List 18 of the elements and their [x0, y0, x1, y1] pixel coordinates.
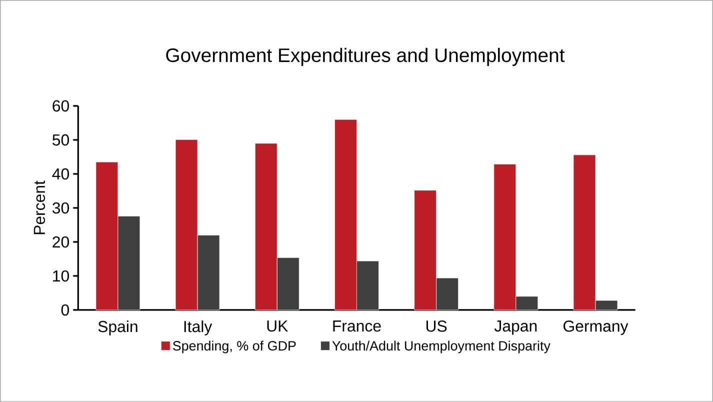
chart-title: Government Expenditures and Unemployment: [166, 48, 565, 66]
y-tick-label: 30: [52, 202, 69, 214]
y-tick-label: 20: [52, 236, 69, 248]
x-tick-label: France: [333, 320, 381, 332]
x-tick-label: UK: [267, 320, 288, 332]
x-tick-label: Japan: [494, 320, 537, 335]
y-tick-label: 50: [52, 134, 69, 146]
y-axis-title: Percent: [34, 180, 46, 234]
y-tick-label: 0: [61, 304, 69, 316]
x-tick-label: Italy: [184, 320, 212, 336]
y-tick-label: 40: [52, 168, 69, 180]
x-tick-label: Spain: [98, 320, 138, 336]
legend-label: Spending, % of GDP: [172, 340, 296, 354]
x-tick-label: US: [426, 320, 447, 332]
y-tick-label: 10: [53, 270, 69, 282]
legend-label: Youth/Adult Unemployment Disparity: [332, 340, 550, 354]
y-tick-label: 60: [52, 100, 69, 112]
x-tick-label: Germany: [564, 320, 628, 335]
